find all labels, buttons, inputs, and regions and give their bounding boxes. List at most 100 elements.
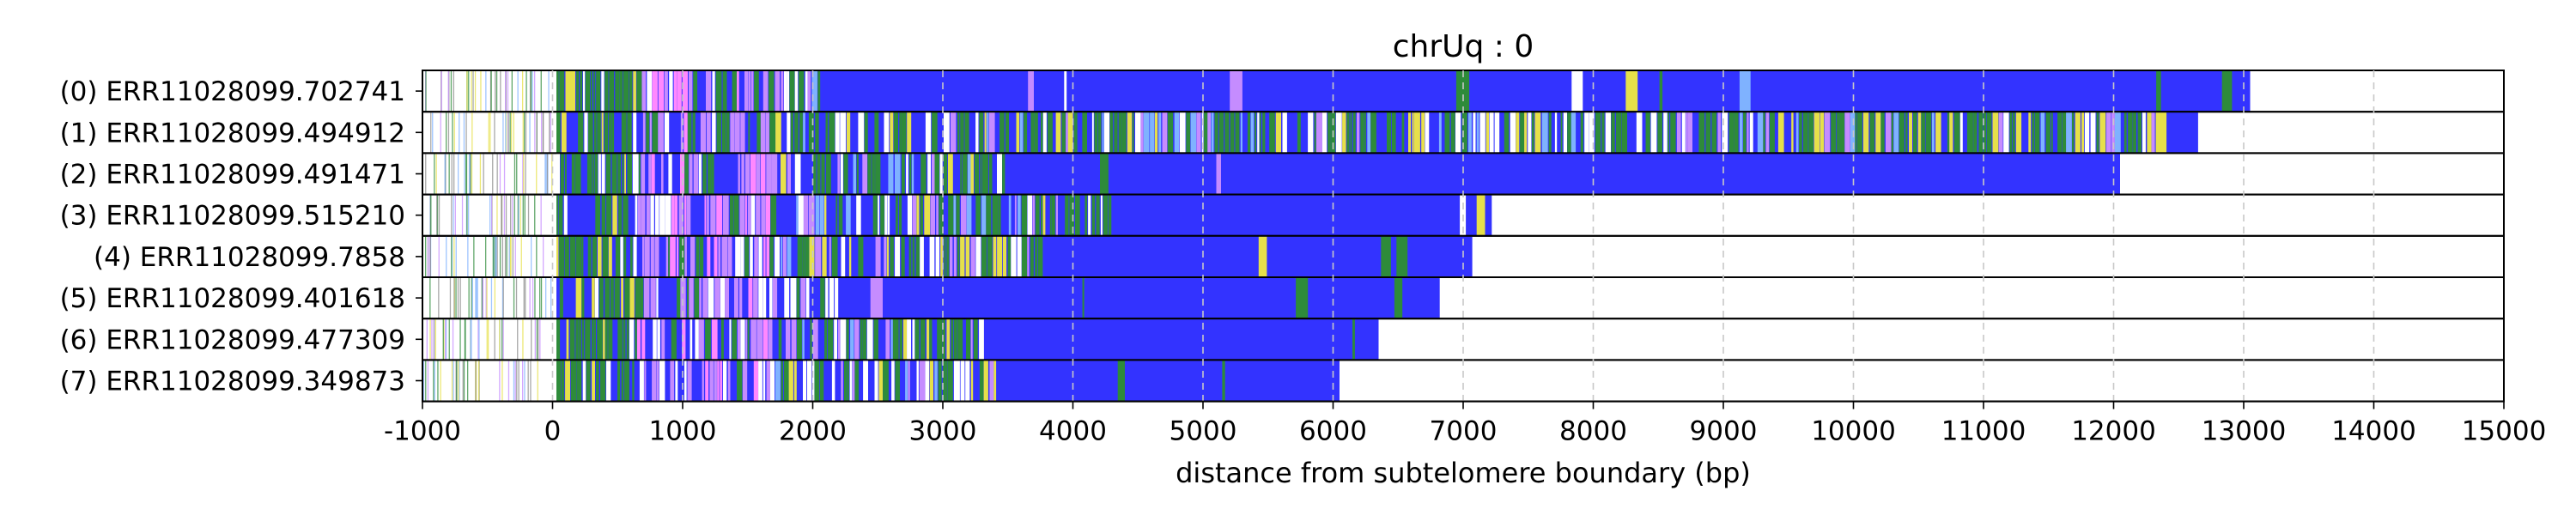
repeat-segment xyxy=(993,235,997,277)
repeat-segment xyxy=(863,360,868,402)
repeat-segment xyxy=(702,277,708,319)
repeat-segment xyxy=(1211,112,1214,154)
read-track xyxy=(422,193,2505,237)
repeat-segment xyxy=(1947,112,1949,154)
repeat-segment xyxy=(965,235,970,277)
repeat-segment xyxy=(1468,112,1472,154)
subtelomere-segment xyxy=(543,235,544,277)
repeat-segment xyxy=(892,318,899,360)
repeat-segment xyxy=(1905,112,1908,154)
repeat-segment xyxy=(1247,112,1250,154)
repeat-segment xyxy=(668,235,671,277)
subtelomere-segment xyxy=(481,277,483,319)
subtelomere-segment xyxy=(430,112,432,154)
repeat-segment xyxy=(791,318,797,360)
repeat-segment xyxy=(1534,112,1541,154)
repeat-segment xyxy=(694,277,700,319)
repeat-segment xyxy=(775,70,781,112)
repeat-segment xyxy=(690,318,693,360)
subtelomere-segment xyxy=(534,318,536,360)
repeat-segment xyxy=(824,318,827,360)
repeat-segment xyxy=(979,360,984,402)
repeat-segment xyxy=(641,318,646,360)
repeat-segment xyxy=(587,235,592,277)
repeat-segment xyxy=(802,318,805,360)
subtelomere-segment xyxy=(486,277,488,319)
repeat-segment xyxy=(953,235,957,277)
repeat-segment xyxy=(905,360,908,402)
subtelomere-segment xyxy=(529,277,531,319)
repeat-segment xyxy=(883,360,889,402)
repeat-segment xyxy=(2034,112,2040,154)
x-tick-label: 9000 xyxy=(1690,416,1758,447)
repeat-segment xyxy=(1668,112,1670,154)
subtelomere-segment xyxy=(431,318,433,360)
repeat-segment xyxy=(747,194,751,236)
repeat-segment xyxy=(585,318,591,360)
repeat-segment xyxy=(1049,194,1052,236)
repeat-segment xyxy=(623,318,626,360)
repeat-segment xyxy=(1589,112,1595,154)
repeat-segment xyxy=(624,360,629,402)
repeat-segment xyxy=(1367,112,1371,154)
subtelomere-segment xyxy=(471,112,473,154)
repeat-segment xyxy=(653,318,657,360)
subtelomere-segment xyxy=(510,235,512,277)
repeat-segment xyxy=(840,153,843,195)
repeat-segment xyxy=(1875,112,1881,154)
subtelomere-segment xyxy=(466,70,468,112)
repeat-segment xyxy=(571,153,575,195)
subtelomere-segment xyxy=(513,112,514,154)
repeat-segment xyxy=(781,360,784,402)
repeat-segment xyxy=(715,70,722,112)
repeat-segment xyxy=(1091,112,1094,154)
repeat-segment xyxy=(1037,235,1043,277)
repeat-segment xyxy=(1096,194,1100,236)
repeat-segment xyxy=(661,153,664,195)
repeat-segment xyxy=(598,277,604,319)
repeat-segment xyxy=(787,112,791,154)
subtelomere-segment xyxy=(453,112,455,154)
read-track xyxy=(422,111,2505,154)
repeat-segment xyxy=(639,360,644,402)
repeat-segment xyxy=(629,70,633,112)
repeat-segment xyxy=(671,318,677,360)
repeat-segment xyxy=(1808,112,1814,154)
repeat-segment xyxy=(999,112,1005,154)
repeat-segment xyxy=(1645,112,1650,154)
plot-area xyxy=(422,70,2505,403)
repeat-segment xyxy=(762,318,769,360)
repeat-segment xyxy=(1749,112,1753,154)
repeat-segment xyxy=(595,194,601,236)
repeat-segment xyxy=(1069,194,1074,236)
repeat-segment xyxy=(766,235,769,277)
repeat-segment xyxy=(621,360,624,402)
repeat-segment xyxy=(611,277,614,319)
repeat-segment xyxy=(750,153,756,195)
repeat-segment xyxy=(888,153,894,195)
repeat-segment xyxy=(815,112,819,154)
repeat-segment xyxy=(924,194,931,236)
repeat-segment xyxy=(1621,112,1627,154)
read-label: (2) ERR11028099.491471 xyxy=(60,160,405,191)
repeat-segment xyxy=(760,112,766,154)
repeat-segment xyxy=(1174,112,1179,154)
read-label: (4) ERR11028099.7858 xyxy=(94,242,405,273)
repeat-segment xyxy=(633,70,636,112)
repeat-segment xyxy=(981,235,987,277)
subtelomere-segment xyxy=(425,235,427,277)
repeat-segment xyxy=(592,360,595,402)
repeat-segment xyxy=(947,360,953,402)
repeat-segment xyxy=(1510,112,1516,154)
subtelomere-segment xyxy=(504,235,507,277)
repeat-segment xyxy=(899,318,902,360)
repeat-segment xyxy=(1082,277,1084,319)
subtelomere-segment xyxy=(474,70,477,112)
repeat-segment xyxy=(615,235,621,277)
repeat-segment xyxy=(652,70,658,112)
repeat-segment xyxy=(1516,112,1520,154)
subtelomere-segment xyxy=(513,153,516,195)
subtelomere-segment xyxy=(458,153,459,195)
repeat-segment xyxy=(1891,112,1893,154)
repeat-segment xyxy=(649,112,652,154)
